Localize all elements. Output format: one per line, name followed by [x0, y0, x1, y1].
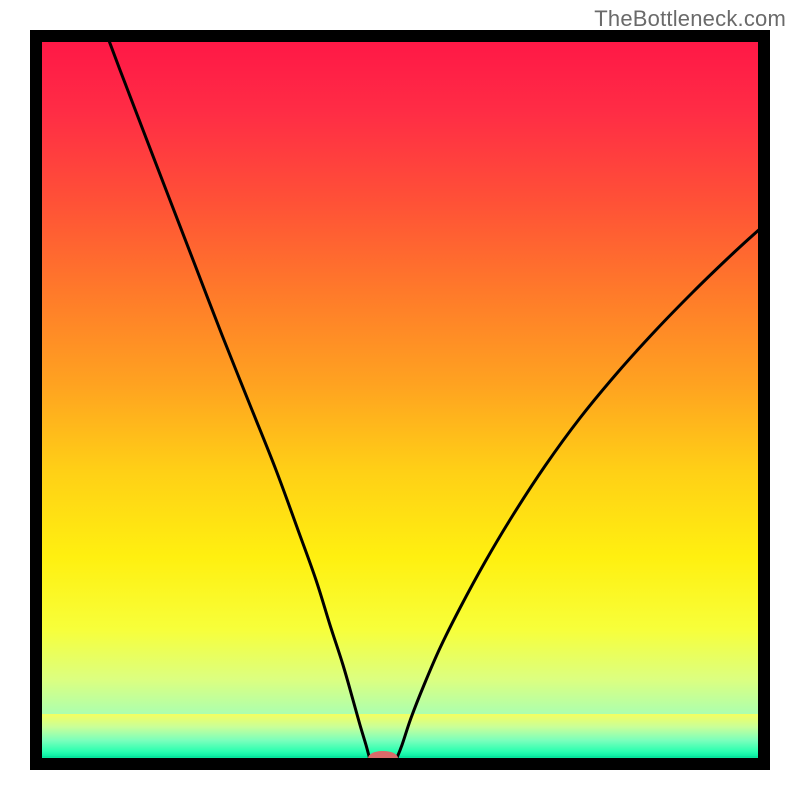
chart-container: TheBottleneck.com — [0, 0, 800, 800]
chart-svg — [0, 0, 800, 800]
watermark-text: TheBottleneck.com — [594, 6, 786, 32]
green-floor — [42, 756, 758, 758]
